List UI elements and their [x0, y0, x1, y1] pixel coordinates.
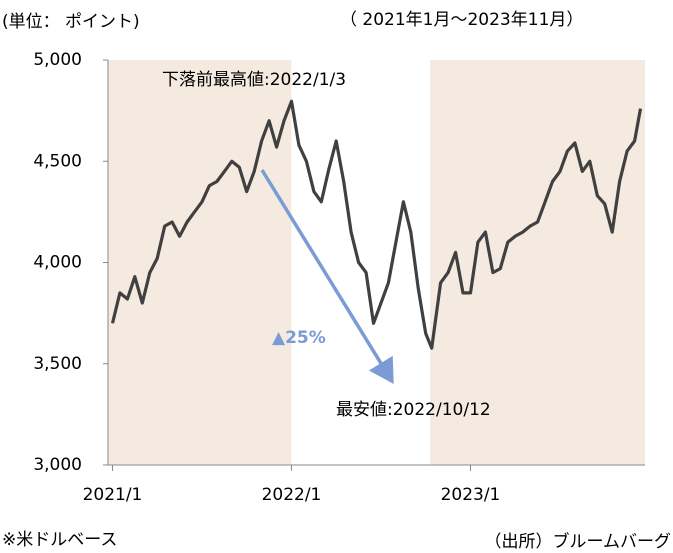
- annotation-low: 最安値:2022/10/12: [336, 400, 491, 420]
- annotation-decline: ▲25%: [272, 328, 326, 348]
- y-axis-label: (単位： ポイント): [2, 12, 140, 32]
- price-line: [110, 99, 643, 350]
- subtitle: （ 2021年1月～2023年11月）: [340, 10, 583, 30]
- x-tick-label: 2021/1: [83, 485, 143, 505]
- x-tick-label: 2022/1: [262, 485, 322, 505]
- shaded-range: [108, 60, 292, 465]
- footnote: ※米ドルベース: [2, 530, 117, 550]
- shading: [108, 60, 645, 465]
- y-tick-label: 4,000: [33, 253, 82, 273]
- y-tick-label: 3,000: [33, 455, 82, 475]
- shaded-range: [430, 60, 645, 465]
- annotation-peak: 下落前最高値:2022/1/3: [162, 70, 346, 90]
- x-tick-label: 2023/1: [441, 485, 501, 505]
- decline-arrow: [260, 169, 394, 384]
- source: （出所）ブルームバーグ: [485, 531, 672, 552]
- y-tick-label: 5,000: [33, 50, 82, 70]
- y-tick-label: 4,500: [33, 151, 82, 171]
- y-tick-label: 3,500: [33, 354, 82, 374]
